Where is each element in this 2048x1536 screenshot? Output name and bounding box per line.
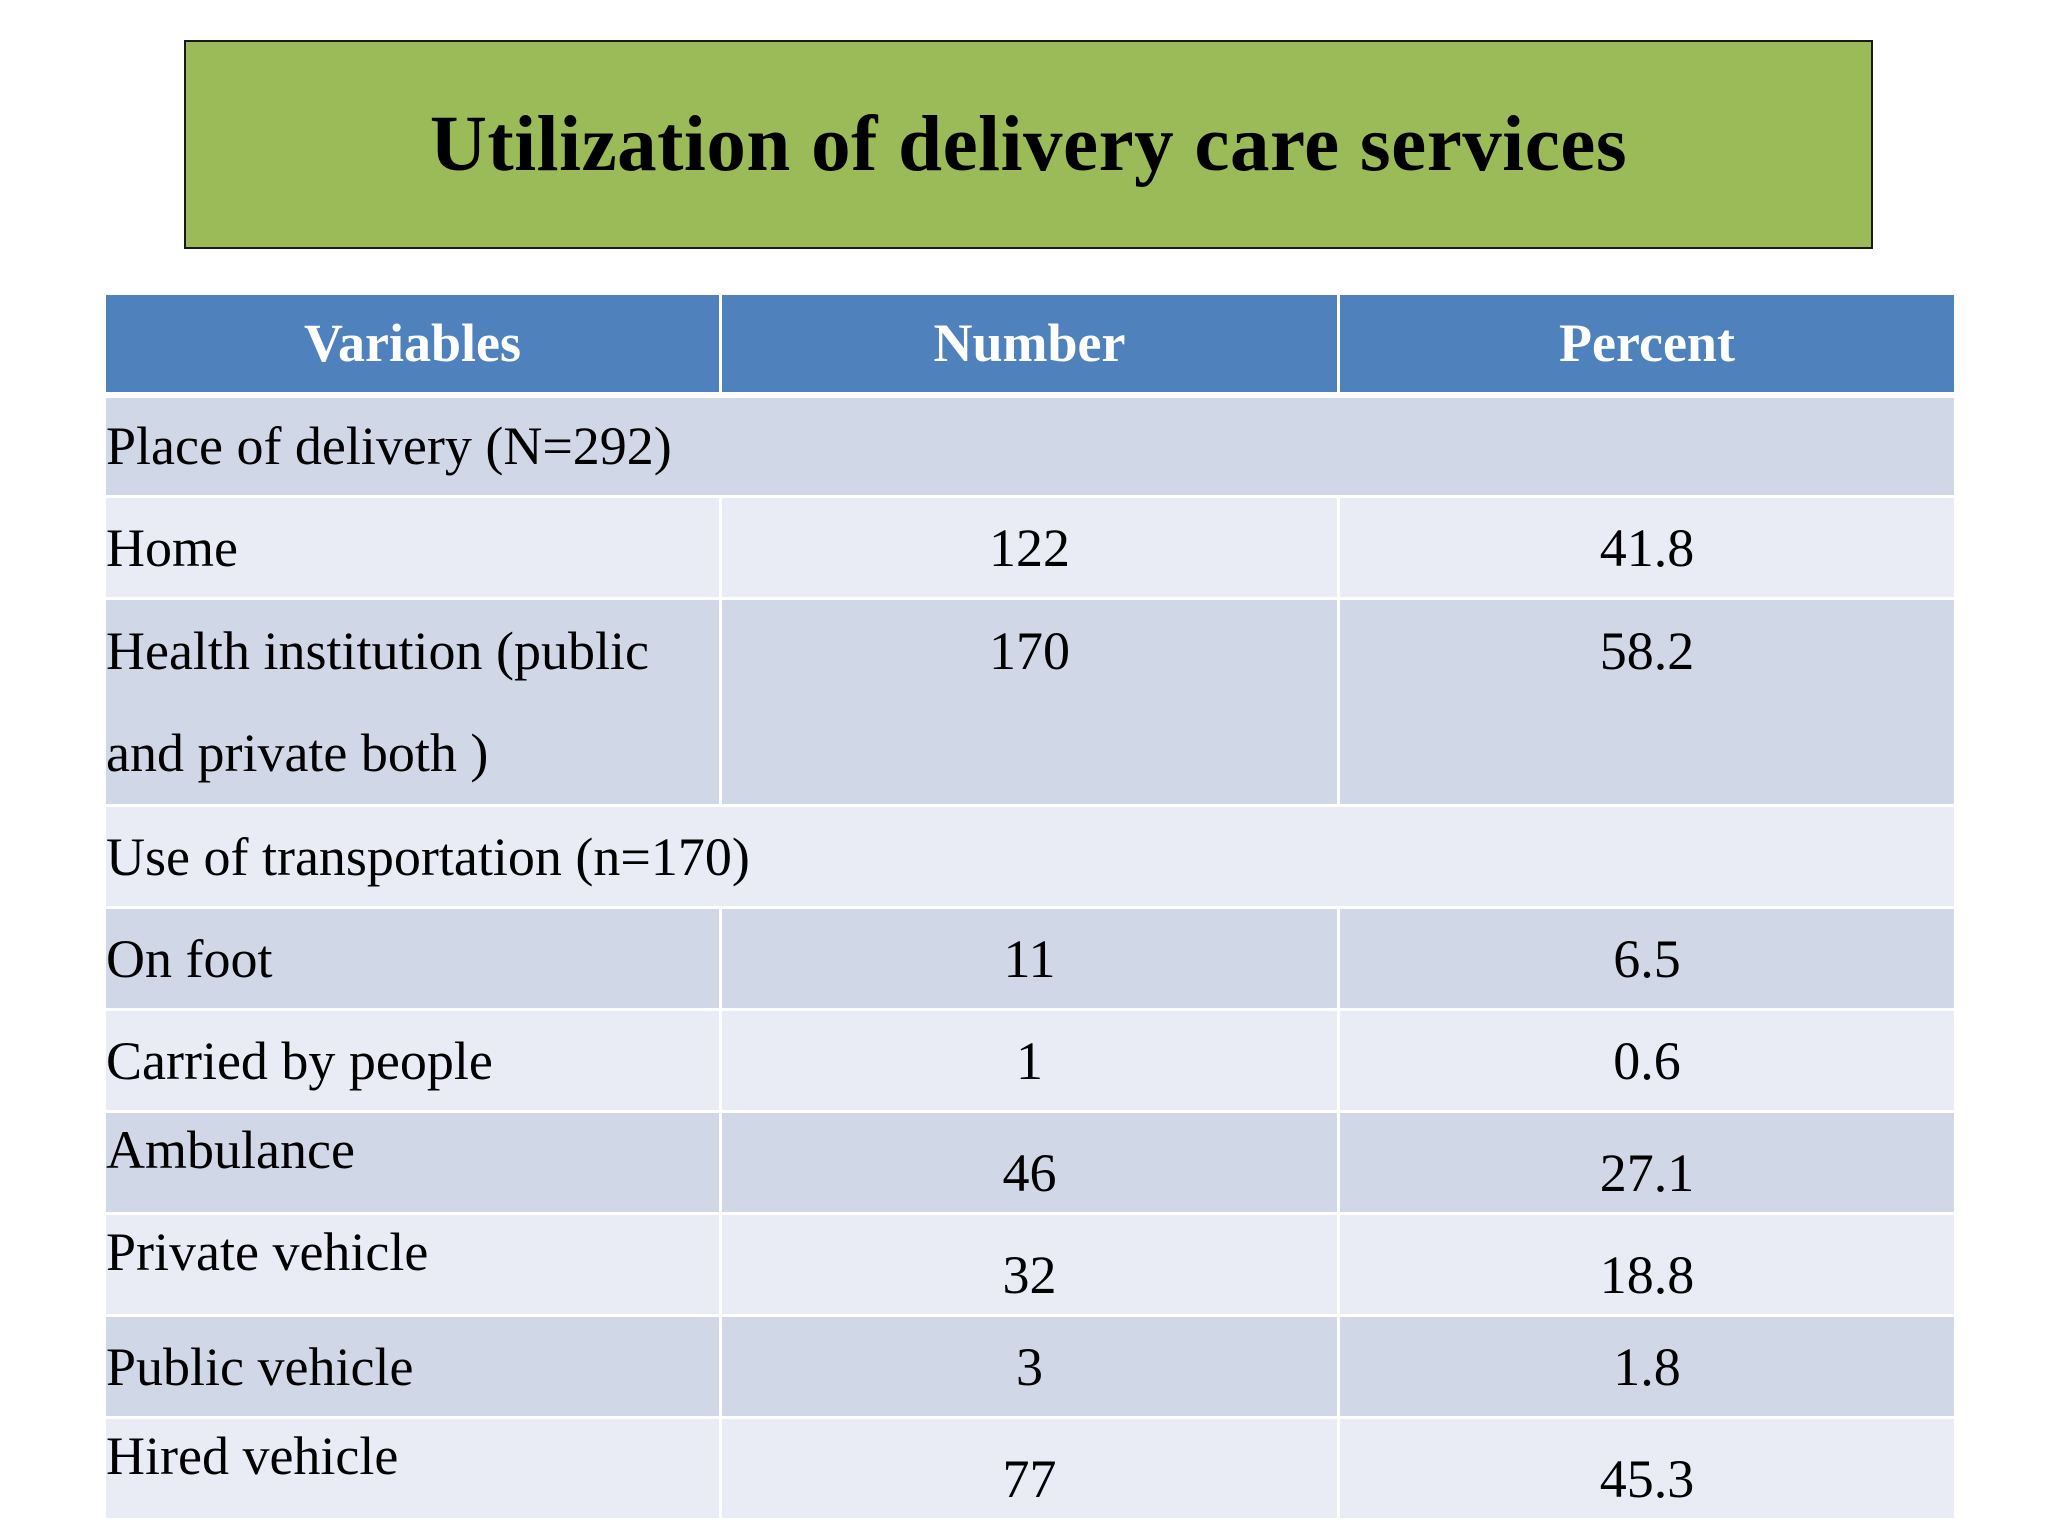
- row-number: 3: [719, 1314, 1340, 1419]
- row-percent: 6.5: [1337, 906, 1957, 1011]
- header-number: Number: [719, 292, 1340, 398]
- section-label: Place of delivery (N=292): [103, 393, 1957, 498]
- header-percent: Percent: [1337, 292, 1957, 398]
- row-label: Hired vehicle: [103, 1416, 722, 1521]
- table-row: On foot 11 6.5: [103, 906, 1957, 1011]
- table-header-row: Variables Number Percent: [103, 292, 1957, 398]
- row-number: 11: [719, 906, 1340, 1011]
- row-label: Home: [103, 495, 722, 600]
- table-row: Hired vehicle 77 45.3: [103, 1416, 1957, 1521]
- row-label: On foot: [103, 906, 722, 1011]
- section-label: Use of transportation (n=170): [103, 804, 1957, 909]
- slide-title: Utilization of delivery care services: [429, 100, 1628, 188]
- row-label: Carried by people: [103, 1008, 722, 1113]
- row-number: 170: [719, 597, 1340, 807]
- row-label: Ambulance: [103, 1110, 722, 1215]
- table-row: Carried by people 1 0.6: [103, 1008, 1957, 1113]
- row-percent: 0.6: [1337, 1008, 1957, 1113]
- table-row: Health institution (public and private b…: [103, 597, 1957, 807]
- row-percent: 27.1: [1337, 1110, 1957, 1215]
- row-label: Health institution (public and private b…: [103, 597, 722, 807]
- row-number: 1: [719, 1008, 1340, 1113]
- header-variables: Variables: [103, 292, 722, 398]
- row-percent: 1.8: [1337, 1314, 1957, 1419]
- table-row: Ambulance 46 27.1: [103, 1110, 1957, 1215]
- table-row: Public vehicle 3 1.8: [103, 1314, 1957, 1419]
- slide-title-box: Utilization of delivery care services: [184, 40, 1873, 249]
- row-percent: 18.8: [1337, 1212, 1957, 1317]
- row-percent: 58.2: [1337, 597, 1957, 807]
- table-row-section-place: Place of delivery (N=292): [103, 393, 1957, 498]
- row-number: 46: [719, 1110, 1340, 1215]
- row-number: 122: [719, 495, 1340, 600]
- row-percent: 45.3: [1337, 1416, 1957, 1521]
- row-percent: 41.8: [1337, 495, 1957, 600]
- row-label: Public vehicle: [103, 1314, 722, 1419]
- table-row: Home 122 41.8: [103, 495, 1957, 600]
- table-row-section-transport: Use of transportation (n=170): [103, 804, 1957, 909]
- delivery-care-table: Variables Number Percent Place of delive…: [103, 292, 1957, 1521]
- row-number: 32: [719, 1212, 1340, 1317]
- table-row: Private vehicle 32 18.8: [103, 1212, 1957, 1317]
- row-label: Private vehicle: [103, 1212, 722, 1317]
- row-number: 77: [719, 1416, 1340, 1521]
